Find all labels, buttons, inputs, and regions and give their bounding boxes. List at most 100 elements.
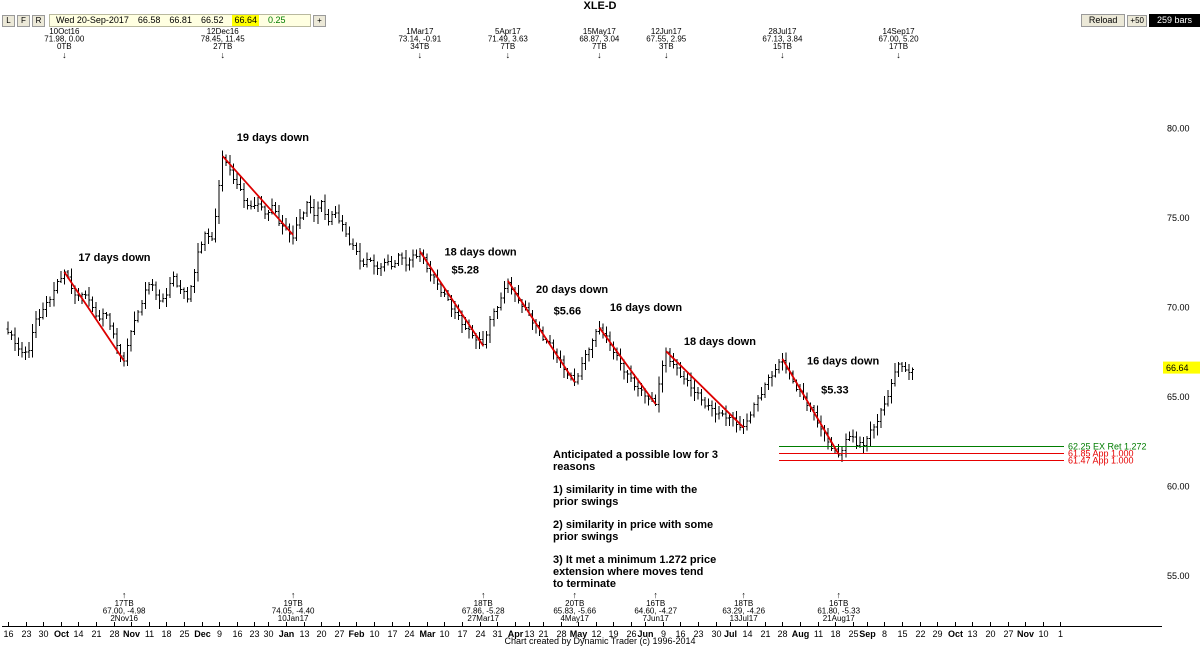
quote-low: 66.52 (200, 15, 224, 25)
y-axis-label: 55.00 (1167, 571, 1190, 581)
swing-high-tb: 7TB (501, 42, 516, 51)
x-axis-label: 9 (217, 629, 222, 639)
swing-high-tb: 15TB (773, 42, 792, 51)
swing-low-arrow-icon: ↑ (122, 590, 127, 600)
swing-high-date: 10Oct16 (49, 27, 80, 36)
swing-low-date: 21Aug17 (823, 614, 856, 623)
x-axis-label: 30 (711, 629, 721, 639)
r-button[interactable]: R (32, 14, 45, 27)
x-axis-label: 26 (626, 629, 636, 639)
ohlc-bars (6, 150, 915, 463)
toolbar: L F R Wed 20-Sep-2017 66.58 66.81 66.52 … (0, 13, 1200, 28)
swing-low-value: 74.05, -4.40 (272, 607, 315, 616)
swing-high-value: 67.00, 5.20 (879, 35, 920, 44)
reload-button[interactable]: Reload (1080, 14, 1126, 27)
quote-change: 0.25 (268, 15, 286, 25)
swing-low-arrow-icon: ↑ (572, 590, 577, 600)
x-axis-label: 13 (299, 629, 309, 639)
swing-low-date: 10Jan17 (278, 614, 309, 623)
level-line-label: 62.25 EX Ret 1.272 (1068, 442, 1147, 452)
x-axis-label: 18 (161, 629, 171, 639)
swing-low-date: 2Nov16 (110, 614, 138, 623)
last-price-label: 66.64 (1166, 363, 1189, 373)
swing-high-tb: 34TB (410, 42, 429, 51)
bars-count-badge: 259 bars (1148, 14, 1200, 27)
x-axis-label: Jul (724, 629, 737, 639)
swing-high-value: 73.14, -0.91 (398, 35, 441, 44)
swing-label: 16 days down (807, 356, 879, 368)
swing-low-value: 61.80, -5.33 (817, 607, 860, 616)
swing-low-arrow-icon: ↑ (836, 590, 841, 600)
x-axis-label: 21 (91, 629, 101, 639)
analysis-note: Anticipated a possible low for 3 reasons… (553, 449, 738, 601)
swing-low-arrow-icon: ↑ (291, 590, 296, 600)
quote-strip: Wed 20-Sep-2017 66.58 66.81 66.52 66.64 … (49, 14, 311, 27)
swing-high-date: 12Dec16 (207, 27, 240, 36)
swing-trendline (781, 358, 840, 455)
swing-high-arrow-icon: ↓ (62, 50, 67, 60)
swing-amount-label: $5.66 (554, 306, 582, 318)
y-axis-label: 80.00 (1167, 123, 1190, 133)
quote-high: 66.81 (169, 15, 192, 25)
y-axis-label: 65.00 (1167, 392, 1190, 402)
x-axis-label: Jun (637, 629, 653, 639)
step-button[interactable]: +50 (1127, 14, 1147, 27)
swing-trendline (507, 280, 576, 383)
x-axis-label: 28 (556, 629, 566, 639)
swing-label: 20 days down (536, 284, 608, 296)
quote-last: 66.64 (232, 15, 260, 26)
swing-high-value: 67.55, 2.95 (646, 35, 687, 44)
swing-high-tb: 27TB (213, 42, 232, 51)
swing-high-arrow-icon: ↓ (220, 50, 225, 60)
x-axis-label: Dec (194, 629, 211, 639)
plus-button[interactable]: + (313, 14, 326, 27)
x-axis-label: 16 (675, 629, 685, 639)
swing-label: 17 days down (78, 252, 150, 264)
swing-label: 19 days down (237, 132, 309, 144)
swing-high-tb: 7TB (592, 42, 607, 51)
x-axis-label: 12 (591, 629, 601, 639)
swing-trendline (665, 350, 745, 429)
swing-high-tb: 3TB (659, 42, 674, 51)
x-axis-label: 11 (814, 629, 823, 639)
x-axis-label: 17 (387, 629, 397, 639)
l-button[interactable]: L (2, 14, 15, 27)
swing-high-date: 14Sep17 (883, 27, 916, 36)
swing-low-arrow-icon: ↑ (653, 590, 658, 600)
x-axis-label: 8 (882, 629, 887, 639)
swing-low-tb: 16TB (646, 599, 665, 608)
swing-low-value: 64.60, -4.27 (634, 607, 677, 616)
swing-high-arrow-icon: ↓ (896, 50, 901, 60)
note-paragraph: 3) It met a minimum 1.272 price extensio… (553, 554, 717, 590)
x-axis-label: 23 (21, 629, 31, 639)
x-axis-label: Nov (123, 629, 140, 639)
x-axis-label: 19 (608, 629, 618, 639)
x-axis-label: Apr (508, 629, 524, 639)
x-axis-label: 27 (1003, 629, 1013, 639)
x-axis-label: 20 (985, 629, 995, 639)
y-axis-label: 75.00 (1167, 213, 1190, 223)
x-axis-label: 15 (897, 629, 907, 639)
swing-amount-label: $5.33 (821, 384, 849, 396)
x-axis-label: 25 (179, 629, 189, 639)
x-axis-label: 30 (263, 629, 273, 639)
swing-high-value: 71.98, 0.00 (44, 35, 85, 44)
swing-low-arrow-icon: ↑ (481, 590, 486, 600)
f-button[interactable]: F (17, 14, 30, 27)
x-axis-label: 25 (848, 629, 858, 639)
swing-high-date: 28Jul17 (768, 27, 797, 36)
x-axis-label: 28 (777, 629, 787, 639)
x-axis-label: 23 (693, 629, 703, 639)
swing-low-tb: 16TB (829, 599, 848, 608)
swing-label: 18 days down (444, 247, 516, 259)
x-axis-label: 20 (316, 629, 326, 639)
swing-low-date: 27Mar17 (467, 614, 499, 623)
